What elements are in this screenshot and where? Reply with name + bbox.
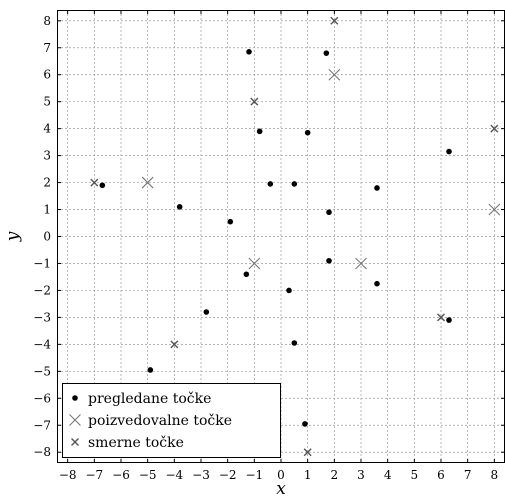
x-tick-label: −1: [245, 468, 263, 482]
x-axis-label: x: [276, 479, 286, 498]
inspected-point: [203, 309, 210, 315]
legend-label: smerne točke: [88, 435, 184, 451]
x-tick-label: −6: [112, 468, 130, 482]
inspected-point: [374, 185, 380, 191]
query-point: [141, 176, 154, 189]
inspected-point: [99, 182, 106, 189]
y-tick-label: 2: [43, 176, 51, 190]
direction-point: [90, 178, 99, 187]
x-tick-label: 6: [437, 468, 445, 482]
inspected-point: [302, 421, 308, 427]
inspected-point: [446, 317, 452, 323]
inspected-point: [176, 204, 183, 210]
inspected-point: [227, 218, 234, 225]
query-point: [355, 257, 367, 270]
y-tick-label: −5: [33, 364, 51, 378]
legend-label: poizvedovalne točke: [88, 413, 232, 429]
inspected-point: [326, 209, 332, 216]
inspected-point: [326, 257, 332, 264]
x-tick-label: 0: [277, 468, 285, 482]
x-tick-label: 4: [384, 468, 392, 482]
legend-items: pregledane točke poizvedovalne točke smern…: [69, 391, 232, 451]
direction-point: [490, 124, 499, 133]
inspected-point: [291, 181, 298, 187]
query-point: [248, 257, 261, 270]
x-tick-label: 5: [411, 468, 419, 482]
x-tick-label: 2: [331, 468, 339, 482]
inspected-point: [323, 50, 330, 56]
x-tick-label: 1: [304, 468, 312, 482]
y-tick-label: 0: [43, 230, 51, 244]
direction-point: [250, 97, 259, 106]
direction-point: [170, 340, 179, 349]
x-tick-label: 8: [491, 468, 499, 482]
inspected-point: [256, 128, 263, 135]
y-tick-label: −2: [33, 283, 51, 297]
inspected-point: [291, 340, 298, 346]
x-tick-label: −5: [139, 468, 157, 482]
x-tick-labels: −8 −7 −6 −5 −4 −3 −2 −1 0 1 2 3 4 5 6 7 8: [59, 468, 498, 482]
y-tick-label: 6: [43, 68, 51, 82]
y-tick-label: 7: [43, 41, 51, 55]
inspected-point: [246, 48, 252, 55]
direction-point: [330, 16, 339, 25]
inspected-point: [286, 287, 292, 294]
legend-marker: [71, 438, 79, 446]
y-tick-label: −4: [33, 337, 51, 351]
y-tick-label: −6: [33, 391, 51, 405]
y-tick-label: −7: [33, 418, 51, 432]
y-tick-label: −8: [33, 445, 51, 459]
inspected-point: [243, 271, 250, 278]
x-tick-label: 3: [357, 468, 365, 482]
y-tick-label: 8: [43, 14, 51, 28]
inspected-point: [374, 280, 380, 287]
inspected-point: [267, 181, 274, 187]
y-tick-label: −3: [33, 310, 51, 324]
y-axis-label: y: [3, 231, 23, 242]
y-tick-label: 4: [43, 122, 51, 136]
legend-box: [62, 383, 281, 458]
x-tick-label: −8: [59, 468, 77, 482]
y-tick-labels: −8 −7 −6 −5 −4 −3 −2 −1 0 1 2 3 4 5 6 7 8: [33, 14, 51, 459]
inspected-point: [446, 148, 452, 155]
inspected-point: [304, 129, 311, 136]
direction-point: [303, 448, 312, 457]
y-tick-label: 1: [43, 203, 51, 217]
legend-label: pregledane točke: [88, 391, 211, 407]
axis-ticks: [57, 10, 505, 463]
legend-marker: [72, 395, 78, 401]
y-tick-label: 3: [43, 149, 51, 163]
x-tick-label: −7: [85, 468, 103, 482]
legend-marker: [69, 414, 81, 426]
x-tick-label: −4: [165, 468, 183, 482]
x-tick-label: −3: [192, 468, 210, 482]
x-tick-label: 7: [464, 468, 472, 482]
data-points: [90, 16, 501, 457]
direction-point: [437, 313, 445, 322]
inspected-point: [147, 367, 154, 373]
y-tick-label: 5: [43, 95, 51, 109]
query-point: [328, 68, 341, 81]
query-point: [488, 203, 501, 216]
legend: pregledane točke poizvedovalne točke smern…: [62, 383, 281, 458]
x-tick-label: −2: [219, 468, 237, 482]
y-tick-label: −1: [33, 256, 51, 270]
